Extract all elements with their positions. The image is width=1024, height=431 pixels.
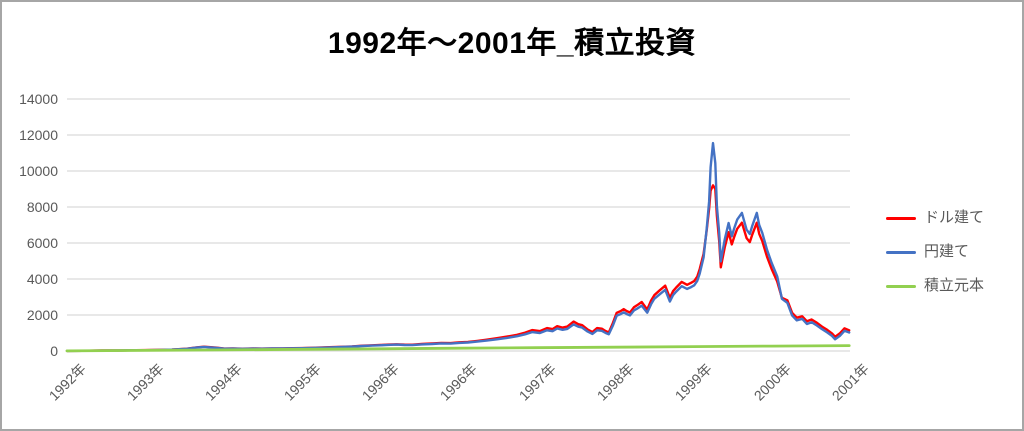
legend-item-jpy: 円建て	[886, 242, 984, 262]
legend-label-principal: 積立元本	[924, 277, 985, 294]
legend-label-usd: ドル建て	[924, 209, 985, 226]
legend: ドル建て円建て積立元本	[886, 208, 984, 310]
series-line-usd	[65, 184, 851, 353]
series-line-principal	[65, 344, 851, 353]
y-axis-tick-label: 10000	[19, 163, 58, 179]
legend-label-jpy: 円建て	[924, 243, 970, 260]
legend-swatch-principal	[886, 284, 916, 288]
legend-item-principal: 積立元本	[886, 276, 984, 296]
legend-item-usd: ドル建て	[886, 208, 984, 228]
legend-swatch-usd	[886, 216, 916, 220]
chart-title: 1992年～2001年_積立投資	[327, 27, 697, 60]
y-axis-tick-label: 6000	[26, 235, 58, 251]
y-axis-tick-label: 4000	[26, 271, 58, 287]
series-line-jpy	[65, 141, 851, 353]
y-axis-tick-label: 14000	[19, 91, 58, 107]
y-axis-tick-label: 8000	[26, 199, 58, 215]
y-axis-tick-label: 2000	[26, 307, 58, 323]
y-axis-tick-label: 12000	[19, 127, 58, 143]
legend-swatch-jpy	[886, 250, 916, 254]
y-axis-tick-label: 0	[50, 343, 58, 359]
